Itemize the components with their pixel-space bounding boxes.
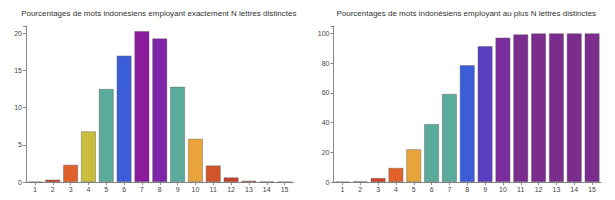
svg-text:60: 60 <box>322 89 330 96</box>
svg-text:5: 5 <box>104 186 108 193</box>
svg-text:13: 13 <box>245 186 253 193</box>
svg-text:1: 1 <box>340 186 344 193</box>
svg-text:6: 6 <box>430 186 434 193</box>
svg-text:10: 10 <box>499 186 507 193</box>
svg-text:14: 14 <box>570 186 578 193</box>
svg-text:40: 40 <box>322 119 330 126</box>
svg-text:0: 0 <box>18 179 22 186</box>
svg-text:9: 9 <box>483 186 487 193</box>
svg-text:20: 20 <box>14 30 22 37</box>
svg-text:3: 3 <box>69 186 73 193</box>
svg-text:Pourcentages de mots indonésie: Pourcentages de mots indonésiens employa… <box>336 9 596 18</box>
svg-text:5: 5 <box>18 141 22 148</box>
svg-text:2: 2 <box>51 186 55 193</box>
svg-text:Pourcentages de mots indonésie: Pourcentages de mots indonésiens employa… <box>21 9 296 18</box>
svg-text:14: 14 <box>263 186 271 193</box>
svg-text:13: 13 <box>553 186 561 193</box>
svg-text:8: 8 <box>465 186 469 193</box>
svg-text:12: 12 <box>535 186 543 193</box>
svg-text:15: 15 <box>281 186 289 193</box>
svg-text:11: 11 <box>210 186 217 193</box>
svg-text:10: 10 <box>14 104 22 111</box>
svg-text:7: 7 <box>447 186 451 193</box>
svg-text:20: 20 <box>322 149 330 156</box>
svg-text:4: 4 <box>394 186 398 193</box>
svg-text:3: 3 <box>376 186 380 193</box>
svg-text:10: 10 <box>192 186 200 193</box>
svg-text:4: 4 <box>86 186 90 193</box>
svg-text:12: 12 <box>227 186 235 193</box>
svg-text:11: 11 <box>517 186 524 193</box>
svg-text:9: 9 <box>176 186 180 193</box>
svg-text:7: 7 <box>140 186 144 193</box>
svg-text:0: 0 <box>326 179 330 186</box>
svg-text:6: 6 <box>122 186 126 193</box>
svg-text:80: 80 <box>322 60 330 67</box>
svg-text:15: 15 <box>588 186 596 193</box>
svg-text:15: 15 <box>14 67 22 74</box>
svg-text:2: 2 <box>358 186 362 193</box>
svg-text:100: 100 <box>318 30 330 37</box>
svg-text:1: 1 <box>33 186 37 193</box>
svg-text:5: 5 <box>412 186 416 193</box>
svg-text:8: 8 <box>158 186 162 193</box>
